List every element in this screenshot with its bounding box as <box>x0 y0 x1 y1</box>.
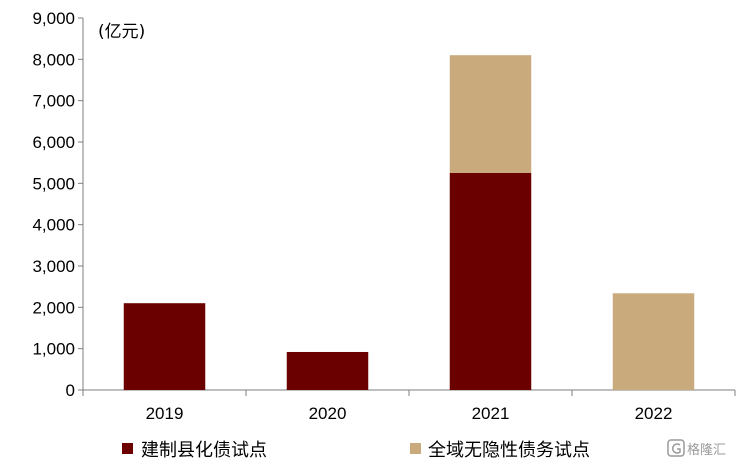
y-tick-label: 0 <box>66 381 75 400</box>
y-tick-label: 2,000 <box>32 298 75 317</box>
legend: 建制县化债试点 全域无隐性债务试点 <box>122 440 590 461</box>
legend-swatch-series-2 <box>410 443 421 454</box>
legend-swatch-series-1 <box>122 443 133 454</box>
y-tick-label: 4,000 <box>32 216 75 235</box>
y-tick-label: 7,000 <box>32 92 75 111</box>
bars <box>123 55 695 390</box>
watermark: 格隆汇 <box>667 439 726 458</box>
y-axis: 0 1,000 2,000 3,000 4,000 5,000 6,000 7,000 8,00… <box>32 9 84 400</box>
g-logo-icon <box>667 439 685 457</box>
y-unit-label: (亿元) <box>98 22 145 42</box>
bar-series-1 <box>449 173 532 390</box>
x-tick-label: 2022 <box>635 404 673 423</box>
bar-series-1 <box>286 351 369 390</box>
bar-series-1 <box>123 303 206 390</box>
y-tick-label: 8,000 <box>32 50 75 69</box>
x-tick-label: 2019 <box>146 404 184 423</box>
x-tick-label: 2020 <box>309 404 347 423</box>
y-tick-label: 6,000 <box>32 133 75 152</box>
y-tick-label: 9,000 <box>32 9 75 28</box>
watermark-text: 格隆汇 <box>687 442 726 458</box>
x-tick-label: 2021 <box>472 404 510 423</box>
bar-series-2 <box>449 55 532 174</box>
y-tick-label: 3,000 <box>32 257 75 276</box>
x-axis: 2019 2020 2021 2022 <box>82 389 736 423</box>
y-tick-label: 5,000 <box>32 174 75 193</box>
legend-label-series-1: 建制县化债试点 <box>141 440 267 461</box>
legend-label-series-2: 全域无隐性债务试点 <box>428 440 590 461</box>
y-tick-label: 1,000 <box>32 340 75 359</box>
bar-series-2 <box>612 293 695 390</box>
